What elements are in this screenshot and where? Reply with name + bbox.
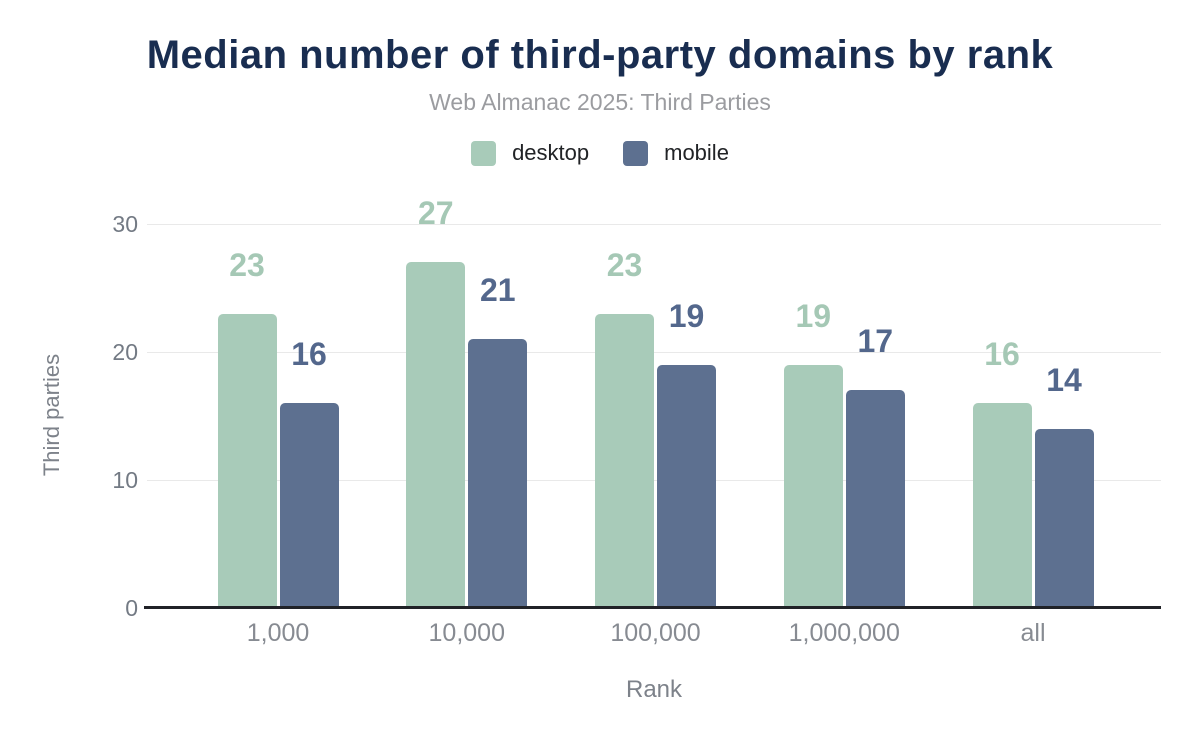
mobile-swatch-icon xyxy=(623,140,649,166)
gridline-30 xyxy=(147,223,1161,225)
legend-label-desktop: desktop xyxy=(512,140,590,165)
bar-mobile-all[interactable] xyxy=(1034,428,1094,608)
bar-desktop-10,000[interactable] xyxy=(406,262,466,608)
bar-desktop-all[interactable] xyxy=(972,403,1032,608)
gridline-10 xyxy=(147,479,1161,481)
bar-value-mobile-10,000: 21 xyxy=(479,272,516,309)
gridline-20 xyxy=(147,351,1161,353)
bar-value-mobile-all: 14 xyxy=(1046,361,1082,398)
bar-mobile-1,000[interactable] xyxy=(279,403,339,608)
y-axis-title: Third parties xyxy=(39,353,64,477)
y-tick-label-30: 30 xyxy=(112,211,138,237)
bar-value-mobile-1,000: 16 xyxy=(291,336,327,373)
bar-desktop-100,000[interactable] xyxy=(595,313,654,608)
x-tick-label-all: all xyxy=(1020,619,1046,647)
bar-value-desktop-100,000: 23 xyxy=(606,246,643,283)
legend: desktop mobile xyxy=(0,140,1200,166)
y-tick-label-0: 0 xyxy=(125,595,138,621)
desktop-swatch-icon xyxy=(471,140,497,166)
legend-item-desktop[interactable]: desktop xyxy=(471,140,589,166)
x-tick-label-1,000,000: 1,000,000 xyxy=(788,619,900,647)
chart-subtitle: Web Almanac 2025: Third Parties xyxy=(429,89,771,115)
bar-mobile-10,000[interactable] xyxy=(468,339,528,608)
x-tick-label-1,000: 1,000 xyxy=(246,619,310,647)
bar-desktop-1,000[interactable] xyxy=(217,313,277,608)
bar-value-mobile-100,000: 19 xyxy=(668,297,705,334)
y-tick-label-10: 10 xyxy=(112,467,138,493)
chart-title: Median number of third-party domains by … xyxy=(146,33,1054,77)
y-tick-label-20: 20 xyxy=(112,339,138,365)
x-axis-line xyxy=(144,606,1161,609)
x-tick-label-10,000: 10,000 xyxy=(428,619,505,647)
legend-item-mobile[interactable]: mobile xyxy=(623,140,729,166)
legend-label-mobile: mobile xyxy=(664,140,729,165)
x-axis-title: Rank xyxy=(625,676,683,703)
bar-desktop-1,000,000[interactable] xyxy=(783,364,843,608)
bar-mobile-1,000,000[interactable] xyxy=(845,390,905,608)
bar-value-desktop-all: 16 xyxy=(984,336,1020,373)
bar-value-mobile-1,000,000: 17 xyxy=(857,323,894,360)
bar-value-desktop-10,000: 27 xyxy=(417,195,454,232)
bar-mobile-100,000[interactable] xyxy=(657,364,716,608)
x-tick-label-100,000: 100,000 xyxy=(610,619,701,647)
bar-value-desktop-1,000,000: 19 xyxy=(795,297,832,334)
bar-value-desktop-1,000: 23 xyxy=(229,246,265,283)
